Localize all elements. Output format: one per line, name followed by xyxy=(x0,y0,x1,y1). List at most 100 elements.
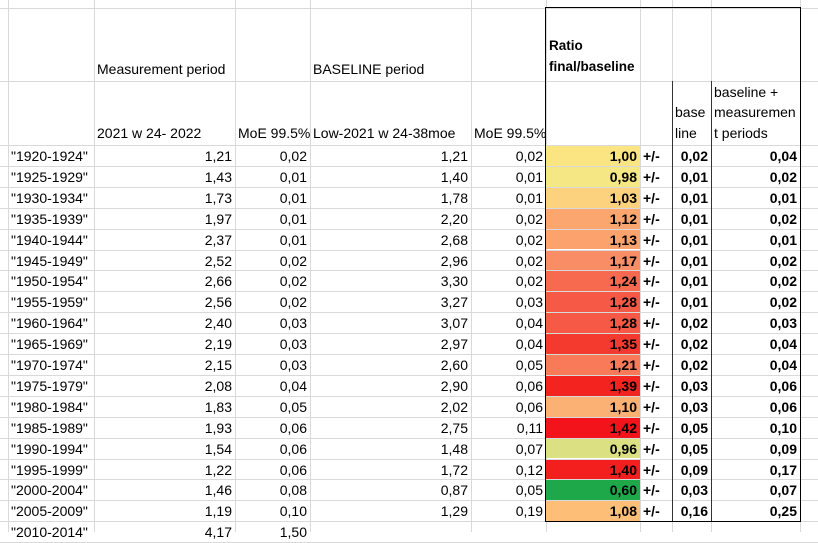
ratio-fill xyxy=(546,396,640,417)
header-cell: baseline + measurement periods xyxy=(714,83,796,141)
cell-value: 2,20 xyxy=(440,210,468,227)
cell-value: 0,25 xyxy=(769,503,797,520)
cell-value: 2,66 xyxy=(204,273,232,290)
cell-value: 1,10 xyxy=(609,398,637,415)
grid-line xyxy=(0,333,818,335)
ratio-fill xyxy=(546,313,640,334)
cell-value: 1,73 xyxy=(204,189,232,206)
cell-value: 0,17 xyxy=(769,461,797,478)
cell-value: +/- xyxy=(643,357,660,373)
cell-value: 0,07 xyxy=(515,440,543,457)
cell-value: 1,40 xyxy=(609,461,637,478)
cell-value: +/- xyxy=(643,210,660,227)
cell-value: 0,03 xyxy=(515,294,543,311)
cell-value: 0,96 xyxy=(609,440,637,457)
cell-value: 0,06 xyxy=(279,461,307,478)
row-label: "1935-1939" xyxy=(11,210,88,227)
grid-line xyxy=(0,81,818,82)
cell-value: +/- xyxy=(643,273,660,290)
row-label: "1965-1969" xyxy=(11,336,88,353)
grid-line xyxy=(640,0,641,532)
cell-value: 1,42 xyxy=(609,419,637,436)
cell-value: 0,04 xyxy=(515,336,543,353)
grid-line xyxy=(0,458,818,460)
cell-value: 0,02 xyxy=(769,252,797,269)
cell-value: 0,02 xyxy=(279,294,307,311)
row-label: "2010-2014" xyxy=(11,524,88,541)
cell-value: 0,02 xyxy=(769,210,797,227)
cell-value: +/- xyxy=(643,148,660,164)
cell-value: +/- xyxy=(643,231,660,248)
grid-line xyxy=(0,165,818,167)
cell-value: 3,07 xyxy=(440,315,468,332)
grid-line xyxy=(0,479,818,481)
cell-value: 2,60 xyxy=(440,357,468,373)
cell-value: 0,01 xyxy=(680,210,708,227)
row-label: "1990-1994" xyxy=(11,440,88,457)
column-border xyxy=(672,81,673,522)
cell-value: 0,01 xyxy=(279,231,307,248)
cell-value: 0,03 xyxy=(769,315,797,332)
cell-value: 1,28 xyxy=(609,315,637,332)
cell-value: 0,04 xyxy=(515,315,543,332)
header-cell: BASELINE period xyxy=(313,60,425,77)
cell-value: 1,35 xyxy=(609,336,637,353)
cell-value: 0,02 xyxy=(769,168,797,185)
cell-value: 1,48 xyxy=(440,440,468,457)
cell-value: 1,72 xyxy=(440,461,468,478)
cell-value: 2,90 xyxy=(440,377,468,394)
cell-value: 2,02 xyxy=(440,398,468,415)
cell-value: 0,02 xyxy=(680,336,708,353)
cell-value: 0,06 xyxy=(279,440,307,457)
cell-value: 0,06 xyxy=(279,419,307,436)
cell-value: 1,43 xyxy=(204,168,232,185)
cell-value: 0,03 xyxy=(680,482,708,499)
grid-line xyxy=(0,354,818,355)
grid-line xyxy=(235,0,236,532)
grid-line xyxy=(310,0,311,532)
cell-value: 0,06 xyxy=(515,398,543,415)
grid-line xyxy=(0,521,818,523)
row-label: "1970-1974" xyxy=(11,357,88,373)
ratio-fill xyxy=(546,208,640,229)
cell-value: +/- xyxy=(643,398,660,415)
cell-value: 3,27 xyxy=(440,294,468,311)
cell-value: 0,03 xyxy=(279,315,307,332)
cell-value: +/- xyxy=(643,252,660,269)
grid-line xyxy=(0,500,818,502)
cell-value: 0,04 xyxy=(769,148,797,164)
cell-value: 0,09 xyxy=(680,461,708,478)
grid-line xyxy=(471,0,472,532)
cell-value: 0,02 xyxy=(680,357,708,373)
cell-value: 0,01 xyxy=(680,231,708,248)
cell-value: 0,01 xyxy=(769,189,797,206)
cell-value: 1,78 xyxy=(440,189,468,206)
grid-line xyxy=(0,186,818,188)
cell-value: 2,56 xyxy=(204,294,232,311)
cell-value: 1,21 xyxy=(204,148,232,164)
cell-value: 0,09 xyxy=(769,440,797,457)
cell-value: 1,28 xyxy=(609,294,637,311)
cell-value: 0,01 xyxy=(515,168,543,185)
row-label: "1955-1959" xyxy=(11,294,88,311)
cell-value: 0,01 xyxy=(279,189,307,206)
cell-value: 0,04 xyxy=(769,357,797,373)
ratio-fill xyxy=(546,271,640,292)
ratio-fill xyxy=(546,501,640,522)
cell-value: 0,02 xyxy=(279,252,307,269)
cell-value: 0,05 xyxy=(680,440,708,457)
row-label: "1930-1934" xyxy=(11,189,88,206)
grid-line xyxy=(0,395,818,397)
cell-value: +/- xyxy=(643,461,660,478)
ratio-fill xyxy=(546,292,640,313)
cell-value: 0,05 xyxy=(515,357,543,373)
ratio-fill xyxy=(546,146,640,166)
cell-value: 1,54 xyxy=(204,440,232,457)
cell-value: 0,02 xyxy=(680,148,708,164)
cell-value: 0,01 xyxy=(680,294,708,311)
cell-value: 0,02 xyxy=(515,252,543,269)
cell-value: 0,05 xyxy=(515,482,543,499)
cell-value: 0,19 xyxy=(515,503,543,520)
cell-value: 0,06 xyxy=(769,377,797,394)
cell-value: 0,02 xyxy=(515,231,543,248)
